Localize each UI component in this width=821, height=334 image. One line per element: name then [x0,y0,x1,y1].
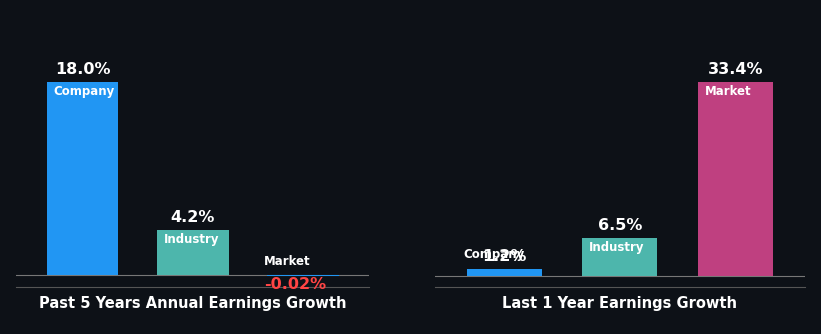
Text: 4.2%: 4.2% [171,210,215,225]
Text: Market: Market [264,255,310,268]
Text: -0.02%: -0.02% [264,277,326,292]
X-axis label: Past 5 Years Annual Earnings Growth: Past 5 Years Annual Earnings Growth [39,296,346,311]
X-axis label: Last 1 Year Earnings Growth: Last 1 Year Earnings Growth [502,296,737,311]
Text: Industry: Industry [163,233,219,246]
Bar [157,230,229,276]
Text: Industry: Industry [589,241,644,254]
Text: 6.5%: 6.5% [598,218,642,233]
Text: Market: Market [704,85,751,98]
Bar [698,82,773,276]
Text: 33.4%: 33.4% [708,62,763,77]
Text: Company: Company [53,85,115,98]
Bar [467,269,542,276]
Bar [47,82,118,276]
Text: 18.0%: 18.0% [55,62,110,77]
Text: Company: Company [463,248,525,261]
Bar [582,238,658,276]
Text: 1.2%: 1.2% [482,249,526,264]
